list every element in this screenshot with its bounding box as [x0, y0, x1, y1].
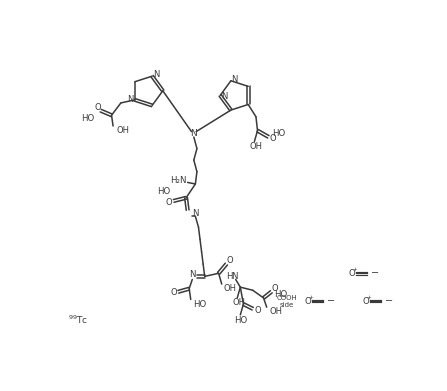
Text: +: +	[353, 267, 358, 272]
Text: O: O	[166, 198, 173, 207]
Text: N: N	[221, 92, 227, 102]
Text: −: −	[327, 296, 335, 306]
Text: OH: OH	[223, 284, 236, 293]
Text: $^{99}$Tc: $^{99}$Tc	[67, 313, 88, 326]
Text: HO: HO	[274, 291, 287, 300]
Text: N: N	[153, 70, 159, 79]
Text: N: N	[127, 95, 133, 104]
Text: OH: OH	[232, 298, 245, 307]
Text: O: O	[349, 269, 355, 278]
Text: +: +	[308, 295, 313, 300]
Text: N: N	[231, 272, 237, 281]
Text: N: N	[232, 75, 238, 84]
Text: OH: OH	[270, 307, 283, 316]
Text: O: O	[170, 288, 177, 297]
Text: N: N	[192, 209, 199, 218]
Text: O: O	[304, 296, 311, 305]
Text: O: O	[363, 296, 369, 305]
Text: H: H	[226, 272, 233, 281]
Text: O: O	[270, 134, 276, 143]
Text: −: −	[385, 296, 393, 306]
Text: HO: HO	[157, 187, 171, 196]
Text: N: N	[190, 129, 197, 138]
Text: −: −	[371, 268, 380, 278]
Text: O: O	[254, 306, 261, 315]
Text: OH: OH	[116, 126, 129, 135]
Text: O: O	[272, 284, 278, 293]
Text: HO: HO	[273, 129, 286, 138]
Text: O: O	[94, 103, 101, 112]
Text: HO: HO	[193, 300, 207, 309]
Text: OH: OH	[249, 142, 262, 151]
Text: +: +	[367, 295, 371, 300]
Text: COOH
side: COOH side	[276, 295, 297, 308]
Text: H₂N: H₂N	[170, 176, 186, 185]
Text: HO: HO	[81, 114, 94, 123]
Text: N: N	[189, 270, 195, 279]
Text: O: O	[226, 256, 233, 265]
Text: HO: HO	[234, 316, 247, 325]
